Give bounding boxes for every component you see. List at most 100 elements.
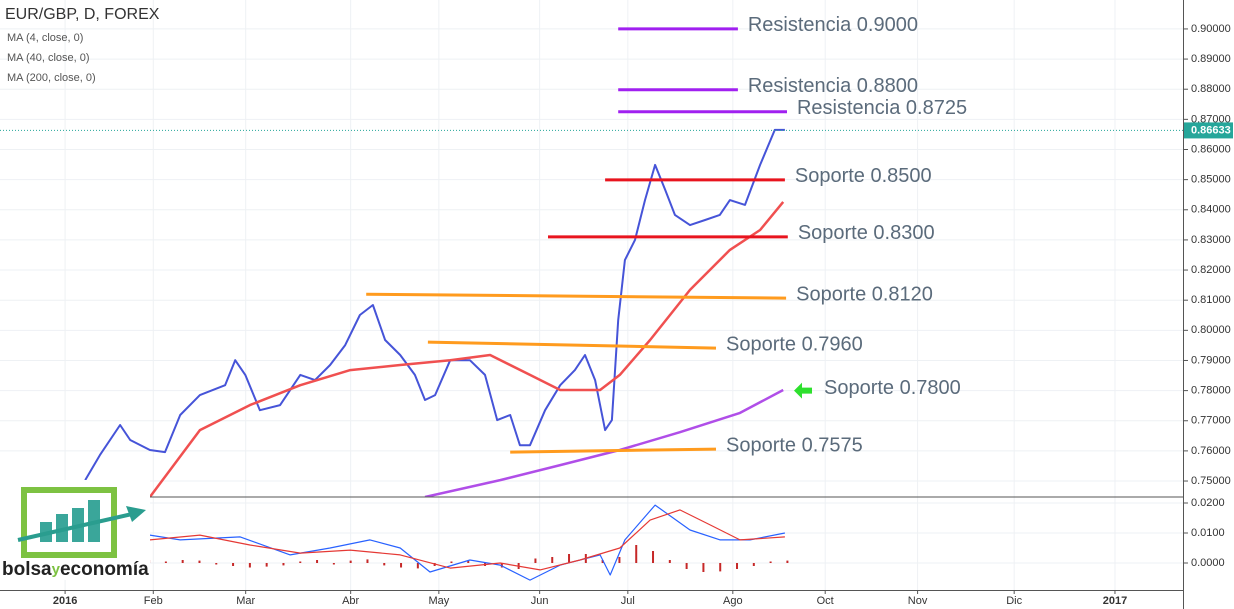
x-tick-label: Mar [236,595,255,607]
y-tick-label: 0.86000 [1191,143,1231,155]
histogram-bar [265,563,268,567]
y-tick-label: 0.83000 [1191,234,1231,246]
plot [84,128,789,581]
histogram-bar [769,561,772,563]
logo-text: bolsayeconomía [2,559,149,580]
histogram-bar [215,563,218,565]
histogram-bar [332,563,335,565]
last-price-box [1184,122,1233,139]
histogram-bar [736,563,739,569]
pane [148,504,789,581]
logo: bolsayeconomía [0,480,150,580]
annotation-line [427,340,717,350]
histogram-bar [181,560,184,563]
y-tick-label: 0.90000 [1191,23,1231,35]
legend-entry: MA (40, close, 0) [7,52,90,64]
histogram-bar [383,563,386,566]
histogram-bar [316,560,319,563]
annotation-label: Resistencia 0.9000 [748,14,918,36]
histogram-bar [652,551,655,563]
legend-entry: MA (4, close, 0) [7,32,83,44]
y-tick-label: 0.0200 [1191,497,1225,509]
x-tick-label: Abr [342,595,359,607]
y-tick-label: 0.0100 [1191,527,1225,539]
histogram-bar [500,563,503,568]
x-tick-label: Jul [621,595,635,607]
y-tick-label: 0.75000 [1191,475,1231,487]
histogram-bar [786,560,789,563]
histogram-bar [416,563,419,569]
logo-part: bolsa [2,559,52,580]
y-tick-label: 0.81000 [1191,294,1231,306]
histogram-bar [450,561,453,563]
histogram-bar [467,560,470,563]
histogram-bar [366,559,369,563]
y-tick-label: 0.87000 [1191,113,1231,125]
annotation-label: Soporte 0.8120 [796,283,933,305]
y-tick-label: 0.77000 [1191,415,1231,427]
y-tick-label: 0.80000 [1191,324,1231,336]
annotation-line [366,292,787,300]
x-tick-label: Oct [817,595,834,607]
logo-arrow-head [126,506,146,522]
x-tick-label: Nov [908,595,928,607]
annotation-label: Soporte 0.7575 [726,434,863,456]
histogram-bar [349,560,352,563]
series-line [149,504,786,581]
annotation-label: Soporte 0.8300 [798,222,935,244]
x-tick-label: 2016 [53,595,77,607]
series-line [84,128,785,481]
y-tick-label: 0.85000 [1191,174,1231,186]
histogram-bar [232,563,235,566]
logo-arrow [17,512,133,542]
x-tick-label: May [428,595,449,607]
histogram-bar [248,563,251,568]
histogram-bar [198,560,201,563]
logo-part: economía [60,559,149,580]
y-tick-label: 0.76000 [1191,445,1231,457]
logo-part: y [52,561,61,578]
histogram-bar [400,563,403,568]
y-tick-label: 0.84000 [1191,204,1231,216]
histogram-bar [534,558,537,563]
annotation-label: Soporte 0.7960 [726,333,863,355]
y-tick-label: 0.89000 [1191,53,1231,65]
histogram-bar [702,563,705,572]
series-line [148,201,785,497]
legend-entry: MA (200, close, 0) [7,72,96,84]
y-tick-label: 0.88000 [1191,83,1231,95]
y-tick-label: 0.0000 [1191,557,1225,569]
annotation-line [510,447,717,454]
x-tick-label: 2017 [1103,595,1127,607]
histogram-bar [618,557,621,563]
series-line [149,509,785,571]
histogram-bar [752,563,755,566]
x-tick-label: Feb [144,595,163,607]
histogram-bar [685,563,688,569]
histogram-bar [551,557,554,563]
logo-frame [21,487,117,558]
annotation-label: Resistencia 0.8725 [797,97,967,119]
y-tick-label: 0.78000 [1191,385,1231,397]
histogram-bar [635,545,638,563]
x-tick-label: Ago [723,595,743,607]
histogram-bar [719,563,722,572]
y-tick-label: 0.82000 [1191,264,1231,276]
histogram-bar [282,563,285,566]
x-tick-label: Dic [1006,595,1022,607]
y-tick-label: 0.79000 [1191,354,1231,366]
last-price-label: 0.86633 [1191,124,1231,136]
chart-title: EUR/GBP, D, FOREX [5,6,160,23]
histogram-bar [299,561,302,563]
x-tick-label: Jun [531,595,549,607]
histogram-bar [601,560,604,563]
histogram-bar [568,554,571,563]
annotation-label: Soporte 0.7800 [824,377,961,399]
annotation-arrow [794,382,813,399]
histogram-bar [668,560,671,563]
annotation-label: Resistencia 0.8800 [748,75,918,97]
axes: 0.75000 0.76000 0.77000 0.78000 0.79000 0.800… [0,14,1233,607]
grid [0,0,1183,590]
